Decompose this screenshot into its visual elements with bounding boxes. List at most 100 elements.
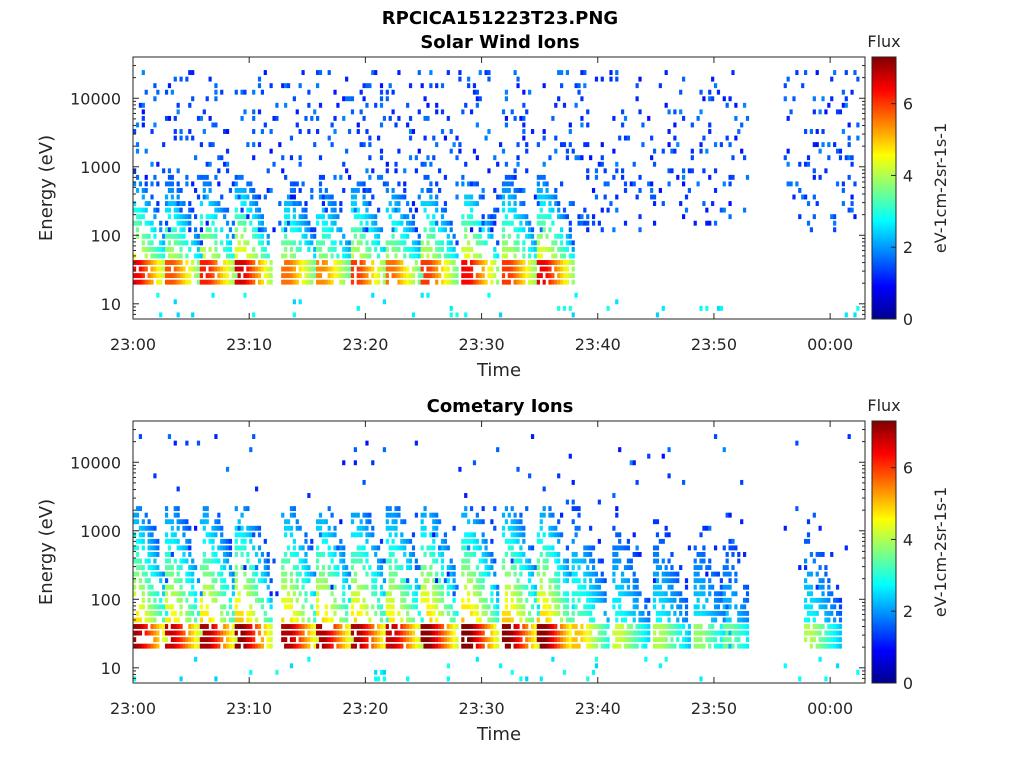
spectrogram-cell — [560, 181, 564, 187]
spectrogram-cell — [539, 584, 543, 590]
spectrogram-cell — [170, 227, 174, 233]
spectrogram-cell — [795, 506, 799, 512]
spectrogram-cell — [379, 260, 384, 265]
spectrogram-cell — [249, 624, 253, 629]
spectrogram-cell — [530, 266, 535, 272]
spectrogram-cell — [461, 181, 465, 187]
spectrogram-cell — [475, 220, 479, 226]
spectrogram-cell — [246, 610, 250, 616]
spectrogram-cell — [138, 525, 143, 531]
spectrogram-cell — [661, 624, 665, 629]
spectrogram-cell — [403, 584, 407, 590]
spectrogram-cell — [324, 519, 328, 525]
spectrogram-cell — [490, 552, 494, 557]
spectrogram-cell — [496, 617, 500, 623]
spectrogram-cell — [432, 552, 436, 557]
spectrogram-cell — [481, 194, 485, 200]
spectrogram-cell — [379, 102, 384, 108]
spectrogram-cell — [339, 624, 343, 629]
spectrogram-cell — [618, 545, 622, 551]
spectrogram-cell — [798, 214, 802, 220]
spectrogram-cell — [365, 512, 369, 518]
spectrogram-cell — [411, 279, 416, 285]
spectrogram-cell — [487, 565, 491, 571]
spectrogram-cell — [307, 240, 311, 246]
spectrogram-cell — [571, 538, 575, 544]
spectrogram-cell — [705, 220, 709, 226]
spectrogram-cell — [513, 174, 517, 180]
spectrogram-cell — [687, 624, 692, 629]
spectrogram-cell — [638, 591, 642, 597]
spectrogram-cell — [525, 584, 529, 590]
spectrogram-cell — [237, 610, 241, 616]
spectrogram-cell — [202, 246, 206, 252]
spectrogram-cell — [362, 233, 366, 239]
spectrogram-cell — [339, 545, 343, 551]
spectrogram-cell — [173, 266, 177, 272]
spectrogram-cell — [240, 220, 244, 226]
spectrogram-cell — [522, 135, 526, 141]
spectrogram-cell — [208, 538, 212, 544]
spectrogram-cell — [606, 305, 610, 311]
spectrogram-cell — [664, 597, 668, 603]
spectrogram-cell — [199, 565, 204, 571]
spectrogram-cell — [522, 240, 526, 246]
spectrogram-cell — [661, 453, 665, 459]
spectrogram-cell — [252, 545, 256, 551]
spectrogram-cell — [745, 617, 750, 623]
spectrogram-cell — [388, 617, 392, 623]
spectrogram-cell — [220, 610, 224, 616]
spectrogram-cell — [176, 181, 180, 187]
spectrogram-cell — [487, 617, 491, 623]
spectrogram-cell — [292, 299, 296, 305]
spectrogram-cell — [635, 637, 639, 643]
spectrogram-cell — [455, 135, 459, 141]
spectrogram-cell — [530, 233, 535, 239]
spectrogram-cell — [612, 643, 616, 649]
spectrogram-cell — [423, 512, 427, 518]
spectrogram-cell — [536, 538, 540, 544]
spectrogram-cell — [414, 624, 418, 629]
spectrogram-cell — [400, 565, 404, 571]
spectrogram-cell — [539, 188, 543, 193]
spectrogram-cell — [838, 604, 843, 610]
spectrogram-cell — [141, 565, 145, 571]
spectrogram-cell — [263, 565, 267, 571]
spectrogram-cell — [510, 617, 514, 623]
spectrogram-cell — [467, 76, 471, 82]
spectrogram-cell — [484, 260, 488, 265]
spectrogram-cell — [162, 266, 166, 272]
spectrogram-cell — [135, 174, 140, 180]
spectrogram-cell — [414, 512, 418, 518]
spectrogram-cell — [545, 214, 549, 220]
spectrogram-cell — [176, 233, 180, 239]
spectrogram-cell — [327, 545, 331, 551]
spectrogram-cell — [173, 129, 177, 134]
spectrogram-cell — [286, 260, 291, 265]
spectrogram-cell — [664, 102, 668, 108]
spectrogram-cell — [298, 129, 302, 134]
spectrogram-cell — [481, 240, 485, 246]
spectrogram-cell — [539, 227, 543, 233]
spectrogram-cell — [432, 214, 436, 220]
spectrogram-cell — [467, 240, 471, 246]
spectrogram-cell — [281, 266, 285, 272]
spectrogram-cell — [374, 273, 378, 279]
spectrogram-cell — [562, 260, 567, 265]
spectrogram-cell — [196, 279, 201, 285]
spectrogram-cell — [557, 558, 561, 564]
spectrogram-cell — [554, 102, 558, 108]
spectrogram-cell — [501, 220, 506, 226]
spectrogram-cell — [560, 266, 564, 272]
spectrogram-cell — [298, 545, 302, 551]
spectrogram-cell — [185, 519, 189, 525]
spectrogram-cell — [324, 538, 328, 544]
spectrogram-cell — [220, 525, 224, 531]
spectrogram-cell — [815, 643, 819, 649]
spectrogram-cell — [467, 253, 471, 259]
spectrogram-cell — [144, 220, 148, 226]
spectrogram-cell — [298, 591, 302, 597]
spectrogram-cell — [504, 538, 509, 544]
spectrogram-cell — [513, 558, 517, 564]
spectrogram-cell — [406, 578, 410, 584]
